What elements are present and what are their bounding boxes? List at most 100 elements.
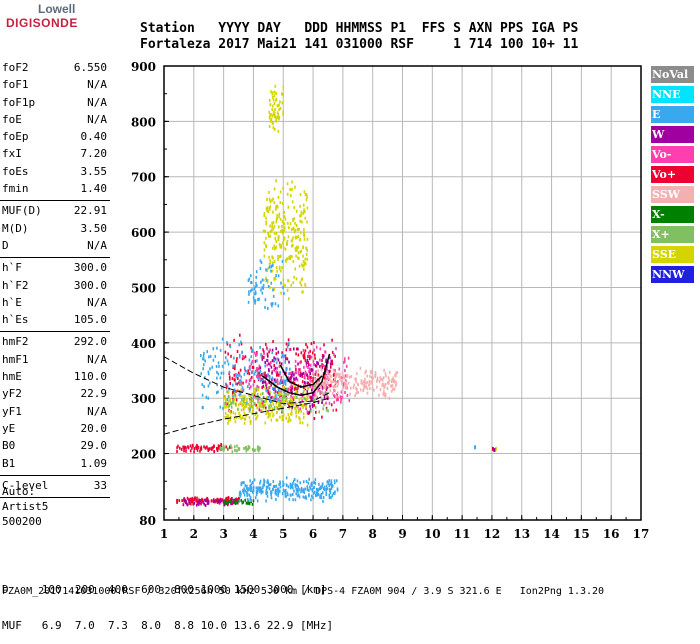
echo-point (357, 391, 359, 394)
echo-point (289, 254, 291, 258)
echo-point (311, 395, 313, 399)
echo-point (282, 93, 284, 96)
echo-point (247, 499, 249, 503)
echo-point (307, 361, 309, 364)
echo-point (262, 404, 265, 408)
echo-point (275, 405, 278, 409)
echo-point (239, 413, 241, 417)
echo-point (274, 366, 277, 370)
echo-point (330, 365, 332, 369)
echo-point (202, 406, 204, 410)
echo-point (233, 392, 236, 395)
x-tick-label: 16 (603, 527, 620, 541)
param-divider (0, 497, 110, 500)
echo-point (329, 356, 331, 360)
echo-point (359, 366, 362, 370)
echo-point (341, 389, 344, 393)
echo-point (320, 496, 323, 500)
echo-point (269, 259, 271, 263)
echo-point (271, 269, 274, 273)
legend-item: Vo+ (651, 166, 694, 183)
echo-point (289, 222, 292, 226)
echo-point (364, 381, 367, 385)
echo-point (274, 378, 277, 382)
echo-point (302, 386, 305, 389)
echo-point (252, 486, 255, 490)
echo-point (249, 421, 252, 425)
echo-point (259, 267, 262, 271)
echo-point (305, 361, 308, 365)
param-value: N/A (87, 78, 107, 92)
echo-point (308, 367, 311, 371)
echo-point (272, 256, 274, 260)
echo-point (359, 388, 362, 392)
echo-point (309, 370, 311, 374)
echo-point (260, 261, 263, 264)
echo-point (339, 395, 342, 399)
echo-point (251, 288, 253, 292)
echo-point (269, 200, 272, 204)
echo-point (270, 490, 272, 494)
echo-point (289, 347, 292, 351)
echo-point (296, 405, 298, 409)
echo-point (325, 488, 327, 491)
echo-point (269, 113, 272, 117)
echo-point (325, 408, 328, 412)
echo-point (272, 126, 275, 130)
echo-point (272, 288, 274, 292)
echo-point (392, 387, 394, 391)
echo-point (329, 389, 332, 393)
echo-point (274, 398, 277, 402)
echo-point (330, 496, 332, 500)
param-row: fmin 1.40 (0, 181, 110, 198)
echo-point (265, 406, 267, 410)
echo-point (374, 371, 377, 375)
echo-point (285, 393, 288, 397)
echo-point (273, 367, 276, 371)
auto-program: Artist5 (2, 500, 49, 513)
echo-point (304, 216, 307, 220)
echo-point (233, 338, 235, 342)
logo-lowell: Lowell (38, 2, 76, 16)
echo-point (352, 385, 355, 389)
echo-point (257, 377, 260, 381)
echo-point (282, 278, 285, 282)
echo-point (279, 392, 281, 396)
echo-point (246, 500, 249, 504)
param-row: h`F 300.0 (0, 260, 110, 277)
echo-point (282, 186, 284, 190)
echo-point (306, 248, 308, 252)
echo-point (275, 92, 277, 95)
echo-point (221, 337, 224, 341)
echo-point (256, 374, 258, 378)
echo-point (225, 445, 227, 449)
echo-point (324, 380, 327, 384)
echo-point (260, 392, 262, 396)
echo-point (333, 393, 335, 397)
echo-point (246, 398, 248, 402)
echo-point (234, 412, 237, 416)
echo-point (197, 502, 200, 506)
echo-point (255, 396, 257, 400)
echo-point (256, 393, 259, 396)
echo-point (273, 356, 275, 360)
param-label: foE (2, 112, 22, 126)
echo-point (272, 227, 275, 231)
echo-point (307, 366, 309, 369)
echo-point (355, 377, 357, 381)
echo-point (265, 499, 267, 503)
echo-point (250, 355, 253, 359)
echo-point (265, 222, 267, 226)
echo-point (368, 382, 371, 386)
echo-point (218, 364, 220, 368)
echo-point (231, 497, 233, 500)
echo-point (250, 419, 252, 423)
echo-point (379, 376, 382, 380)
echo-point (281, 409, 284, 413)
echo-point (209, 367, 211, 371)
echo-point (256, 371, 259, 375)
echo-point (267, 232, 270, 236)
echo-point (263, 248, 266, 252)
echo-point (274, 237, 277, 241)
echo-point (355, 380, 357, 384)
